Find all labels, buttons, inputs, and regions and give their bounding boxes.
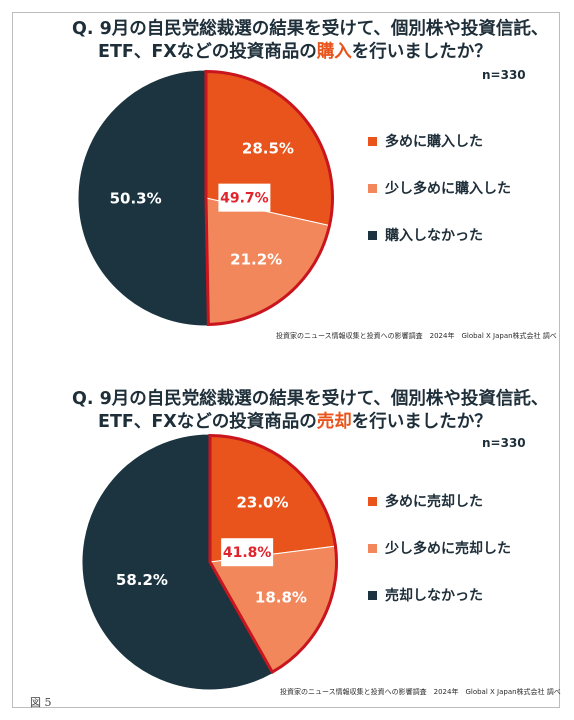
question-line2: ETF、FXなどの投資商品の購入を行いましたか？ <box>72 41 552 64</box>
legend-swatch <box>368 183 377 193</box>
legend-swatch <box>368 136 377 146</box>
legend-label: 少し多めに売却した <box>385 541 511 557</box>
source-note: 投資家のニュース情報収集と投資への影響調査 2024年 Global X Jap… <box>276 332 557 340</box>
sample-size: n=330 <box>482 436 526 450</box>
legend-label: 少し多めに購入した <box>385 181 511 197</box>
slice-label-3: 50.3% <box>110 190 162 208</box>
pie-slice-3 <box>77 69 209 327</box>
legend-item-2: 少し多めに購入した <box>368 177 511 199</box>
combined-label-box <box>218 183 271 212</box>
pie-chart-purchase: 28.5% 21.2% 50.3% 49.7% <box>77 69 335 327</box>
pie-chart-sell: 23.0% 18.8% 58.2% 41.8% <box>81 433 339 691</box>
question-line2-start: ETF、FXなどの投資商品の <box>98 412 317 432</box>
slice-label-1: 23.0% <box>236 493 288 511</box>
question-title: Q. 9月の自民党総裁選の結果を受けて、個別株や投資信託、 ETF、FXなどの投… <box>72 18 552 64</box>
source-note: 投資家のニュース情報収集と投資への影響調査 2024年 Global X Jap… <box>280 688 561 696</box>
chart-panel-sell: Q. 9月の自民党総裁選の結果を受けて、個別株や投資信託、 ETF、FXなどの投… <box>0 372 574 712</box>
combined-label: 49.7% <box>220 191 269 207</box>
question-highlight: 購入 <box>316 42 352 62</box>
highlight-outline <box>204 69 334 327</box>
question-highlight: 売却 <box>316 412 352 432</box>
legend-swatch <box>368 590 377 600</box>
slice-label-3: 58.2% <box>116 571 168 589</box>
figure-label: 図 5 <box>30 696 52 709</box>
chart-panel-purchase: Q. 9月の自民党総裁選の結果を受けて、個別株や投資信託、 ETF、FXなどの投… <box>0 0 574 340</box>
question-line1: Q. 9月の自民党総裁選の結果を受けて、個別株や投資信託、 <box>72 389 549 409</box>
pie-slice-3 <box>81 433 274 691</box>
legend-swatch <box>368 543 377 553</box>
legend-label: 売却しなかった <box>385 588 483 604</box>
question-line2-start: ETF、FXなどの投資商品の <box>98 42 317 62</box>
slice-label-1: 28.5% <box>242 139 294 157</box>
legend-swatch <box>368 496 377 506</box>
question-line2-end: を行いましたか？ <box>351 42 492 62</box>
slice-label-2: 21.2% <box>230 250 282 268</box>
figure-frame <box>12 12 560 708</box>
legend-item-3: 購入しなかった <box>368 224 511 246</box>
sample-size: n=330 <box>482 68 526 82</box>
legend-item-3: 売却しなかった <box>368 584 511 606</box>
legend-swatch <box>368 230 377 240</box>
question-line2: ETF、FXなどの投資商品の売却を行いましたか？ <box>72 411 552 434</box>
combined-label-box <box>221 538 274 567</box>
legend-purchase: 多めに購入した少し多めに購入した 購入しなかった <box>368 130 511 271</box>
legend-label: 多めに売却した <box>385 494 483 510</box>
legend-label: 購入しなかった <box>385 228 483 244</box>
question-line2-end: を行いましたか？ <box>351 412 492 432</box>
question-title: Q. 9月の自民党総裁選の結果を受けて、個別株や投資信託、 ETF、FXなどの投… <box>72 388 552 434</box>
highlight-outline <box>208 433 338 675</box>
combined-label: 41.8% <box>223 545 272 561</box>
question-line1: Q. 9月の自民党総裁選の結果を受けて、個別株や投資信託、 <box>72 19 549 39</box>
legend-item-1: 多めに売却した <box>368 490 511 512</box>
legend-item-2: 少し多めに売却した <box>368 537 511 559</box>
legend-sell: 多めに売却した少し多めに売却した 売却しなかった <box>368 490 511 631</box>
legend-item-1: 多めに購入した <box>368 130 511 152</box>
legend-label: 多めに購入した <box>385 134 483 150</box>
slice-label-2: 18.8% <box>255 589 307 607</box>
